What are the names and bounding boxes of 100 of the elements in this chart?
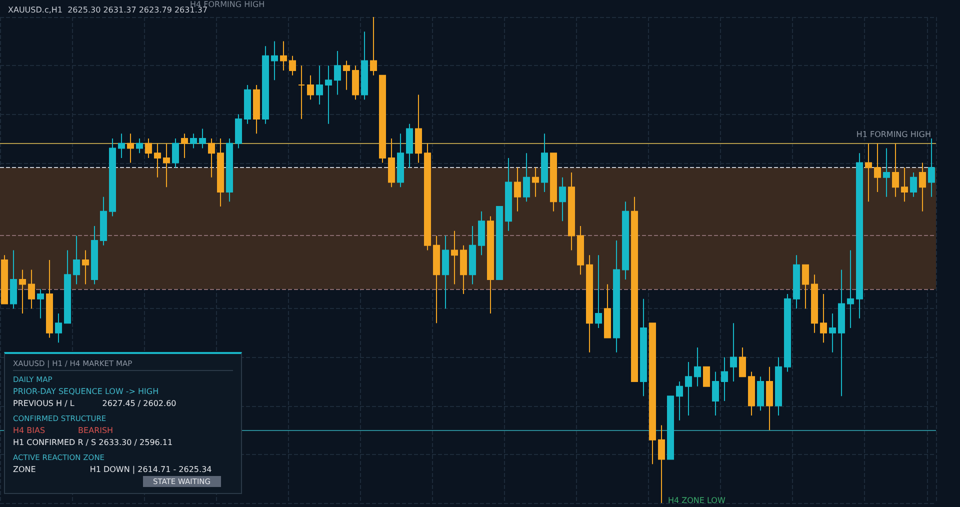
candlestick <box>550 152 557 212</box>
candlestick <box>703 366 710 387</box>
candlestick <box>775 356 782 416</box>
candlestick <box>712 371 719 416</box>
candlestick <box>514 167 521 212</box>
candlestick <box>10 250 17 310</box>
candlestick <box>811 274 818 334</box>
annotation: H1 CONFIRMED R / S 2633.30 / 2596.11 <box>13 437 173 449</box>
candlestick <box>343 60 350 90</box>
candlestick <box>784 294 791 372</box>
candlestick <box>541 133 548 192</box>
candlestick <box>865 142 872 202</box>
candlestick <box>424 142 431 251</box>
candlestick <box>433 235 440 324</box>
candlestick <box>595 254 602 329</box>
candlestick <box>388 138 395 188</box>
candlestick <box>496 206 503 280</box>
candlestick <box>262 46 269 124</box>
candlestick <box>46 260 53 338</box>
candlestick <box>658 424 665 504</box>
candlestick <box>64 250 71 324</box>
chart-title: XAUUSD.c,H1 2625.30 2631.37 2623.79 2631.37 <box>8 6 208 14</box>
candlestick <box>586 254 593 353</box>
annotation: PREVIOUS H / L <box>13 398 74 410</box>
candlestick <box>730 322 737 382</box>
candlestick <box>766 366 773 431</box>
candlestick <box>685 362 692 416</box>
candlestick <box>244 84 251 124</box>
candlestick <box>136 138 143 154</box>
candlestick <box>73 235 80 285</box>
candlestick <box>631 196 638 382</box>
candlestick <box>694 346 701 387</box>
candlestick <box>856 152 863 319</box>
candlestick <box>478 210 485 256</box>
candlestick <box>37 288 44 319</box>
candlestick <box>406 123 413 168</box>
candlestick <box>379 74 386 164</box>
candlestick <box>802 264 809 310</box>
candlestick <box>829 312 836 353</box>
candlestick <box>316 65 323 105</box>
candlestick <box>442 235 449 310</box>
candlestick <box>397 133 404 188</box>
annotation: ZONE <box>13 464 36 476</box>
candlestick <box>145 138 152 158</box>
candlestick <box>181 133 188 158</box>
annotation: H4 BIAS <box>13 425 46 437</box>
candlestick <box>82 250 89 285</box>
candlestick <box>838 269 845 397</box>
candlestick <box>820 294 827 344</box>
candlestick <box>622 201 629 280</box>
annotation: BEARISH <box>78 425 114 437</box>
candlestick <box>235 114 242 149</box>
candlestick <box>793 254 800 310</box>
candlestick <box>847 250 854 329</box>
annotation: PRIOR-DAY SEQUENCE LOW -> HIGH <box>13 386 159 398</box>
candlestick <box>469 225 476 285</box>
candlestick <box>289 55 296 76</box>
candlestick <box>577 225 584 276</box>
candlestick <box>190 133 197 149</box>
candlestick <box>568 172 575 251</box>
candlestick <box>163 142 170 188</box>
candlestick <box>739 346 746 378</box>
candlestick <box>118 133 125 158</box>
candlestick <box>352 65 359 100</box>
candlestick <box>901 167 908 202</box>
candlestick <box>748 371 755 416</box>
candlestick <box>172 138 179 168</box>
candlestick <box>91 225 98 285</box>
candlestick <box>361 31 368 100</box>
candlestick <box>613 240 620 353</box>
candlestick <box>217 138 224 208</box>
candlestick <box>451 230 458 285</box>
candlestick <box>1 254 8 304</box>
candlestick <box>928 138 935 198</box>
candlestick <box>604 284 611 338</box>
candlestick <box>370 16 377 76</box>
candlestick <box>874 142 881 192</box>
candlestick <box>28 269 35 310</box>
candlestick <box>721 356 728 402</box>
candlestick <box>523 152 530 202</box>
annotation: 2627.45 / 2602.60 <box>102 398 176 410</box>
candlestick <box>415 94 422 164</box>
candlestick <box>883 148 890 198</box>
candlestick <box>55 312 62 344</box>
candlestick <box>325 65 332 124</box>
candlestick <box>919 162 926 212</box>
candlestick <box>127 133 134 164</box>
candlestick <box>100 196 107 246</box>
candlestick <box>154 142 161 178</box>
annotation: H1 DOWN | 2614.71 - 2625.34 <box>90 464 212 476</box>
candlestick <box>109 138 116 217</box>
candlestick <box>676 381 683 421</box>
candlestick <box>298 65 305 120</box>
candlestick <box>199 128 206 149</box>
candlestick <box>208 138 215 178</box>
candlestick <box>640 298 647 397</box>
candlestick <box>253 84 260 134</box>
candlestick <box>505 157 512 232</box>
candlestick <box>460 244 467 295</box>
candlestick <box>649 322 656 465</box>
